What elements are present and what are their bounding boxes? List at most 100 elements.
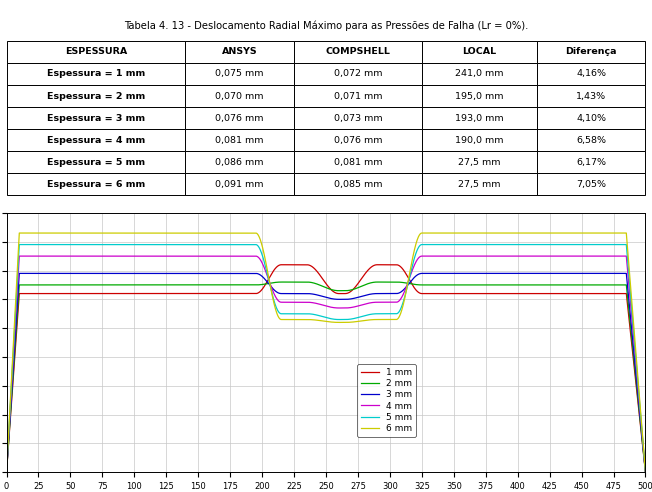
4 mm [3, 469, 10, 475]
Text: Diferença: Diferença [565, 47, 617, 56]
Text: 0,076 mm: 0,076 mm [216, 114, 264, 123]
Text: 195,0 mm: 195,0 mm [455, 92, 503, 100]
Bar [537, 173, 645, 195]
1 mm [246, 291, 254, 297]
Bar [185, 41, 294, 63]
3 mm [642, 469, 649, 475]
Text: Espessura = 4 mm: Espessura = 4 mm [47, 136, 145, 145]
Bar [7, 63, 185, 85]
2 mm [246, 282, 254, 288]
5 mm [3, 469, 10, 475]
1 mm [386, 262, 394, 268]
Bar [294, 151, 422, 173]
Bar [294, 107, 422, 129]
Bar [422, 63, 537, 85]
Line: 5 mm: 5 mm [7, 245, 645, 472]
Text: COMPSHELL: COMPSHELL [325, 47, 391, 56]
Text: Espessura = 3 mm: Espessura = 3 mm [47, 114, 145, 123]
4 mm [386, 299, 394, 305]
Text: 7,05%: 7,05% [576, 180, 606, 189]
Bar [422, 107, 537, 129]
6 mm [16, 230, 23, 236]
2 mm [119, 282, 126, 288]
4 mm [247, 253, 255, 259]
Bar [185, 85, 294, 107]
3 mm [528, 271, 536, 277]
Bar [7, 173, 185, 195]
2 mm [419, 282, 426, 288]
Bar [7, 151, 185, 173]
Text: 0,091 mm: 0,091 mm [216, 180, 264, 189]
1 mm [419, 291, 426, 297]
6 mm [386, 316, 394, 322]
4 mm [642, 469, 649, 475]
Text: 1,43%: 1,43% [576, 92, 606, 100]
Legend: 1 mm, 2 mm, 3 mm, 4 mm, 5 mm, 6 mm: 1 mm, 2 mm, 3 mm, 4 mm, 5 mm, 6 mm [357, 364, 416, 437]
Bar [185, 107, 294, 129]
4 mm [419, 253, 426, 259]
Text: 0,075 mm: 0,075 mm [216, 69, 264, 78]
5 mm [528, 242, 536, 247]
Line: 4 mm: 4 mm [7, 256, 645, 472]
6 mm [3, 469, 10, 475]
2 mm [277, 279, 285, 285]
Bar [7, 129, 185, 151]
Bar [185, 173, 294, 195]
Text: Espessura = 1 mm: Espessura = 1 mm [47, 69, 145, 78]
Bar [537, 63, 645, 85]
Text: 27,5 mm: 27,5 mm [458, 180, 501, 189]
5 mm [16, 242, 23, 247]
Text: 0,073 mm: 0,073 mm [334, 114, 382, 123]
4 mm [16, 253, 23, 259]
Bar [422, 41, 537, 63]
Text: 0,081 mm: 0,081 mm [216, 136, 264, 145]
6 mm [419, 230, 426, 236]
3 mm [419, 271, 426, 277]
Bar [185, 151, 294, 173]
Text: 241,0 mm: 241,0 mm [455, 69, 503, 78]
1 mm [528, 291, 536, 297]
Bar [537, 107, 645, 129]
Bar [537, 129, 645, 151]
3 mm [16, 271, 23, 277]
Text: ANSYS: ANSYS [222, 47, 258, 56]
Bar [7, 107, 185, 129]
Line: 1 mm: 1 mm [7, 265, 645, 472]
Bar [7, 85, 185, 107]
2 mm [3, 469, 10, 475]
Text: 190,0 mm: 190,0 mm [455, 136, 503, 145]
5 mm [386, 311, 394, 317]
Text: 0,076 mm: 0,076 mm [334, 136, 382, 145]
Text: 0,072 mm: 0,072 mm [334, 69, 382, 78]
2 mm [528, 282, 536, 288]
Text: 27,5 mm: 27,5 mm [458, 158, 501, 167]
3 mm [3, 469, 10, 475]
4 mm [479, 253, 487, 259]
Line: 6 mm: 6 mm [7, 233, 645, 472]
3 mm [119, 271, 126, 277]
Bar [537, 85, 645, 107]
5 mm [419, 242, 426, 247]
Text: LOCAL: LOCAL [462, 47, 496, 56]
Bar [422, 173, 537, 195]
Bar [422, 129, 537, 151]
5 mm [479, 242, 487, 247]
Text: 0,071 mm: 0,071 mm [334, 92, 382, 100]
Bar [422, 85, 537, 107]
5 mm [247, 242, 255, 247]
5 mm [642, 469, 649, 475]
Bar [294, 173, 422, 195]
Text: 6,17%: 6,17% [576, 158, 606, 167]
1 mm [119, 291, 126, 297]
Text: Espessura = 2 mm: Espessura = 2 mm [47, 92, 145, 100]
Bar [537, 41, 645, 63]
4 mm [528, 253, 536, 259]
Bar [422, 151, 537, 173]
Text: Espessura = 5 mm: Espessura = 5 mm [47, 158, 145, 167]
Text: 0,085 mm: 0,085 mm [334, 180, 382, 189]
2 mm [642, 469, 649, 475]
Text: Tabela 4. 13 - Deslocamento Radial Máximo para as Pressões de Falha (Lr = 0%).: Tabela 4. 13 - Deslocamento Radial Máxim… [124, 21, 528, 31]
3 mm [386, 291, 394, 297]
Text: 6,58%: 6,58% [576, 136, 606, 145]
Bar [294, 129, 422, 151]
